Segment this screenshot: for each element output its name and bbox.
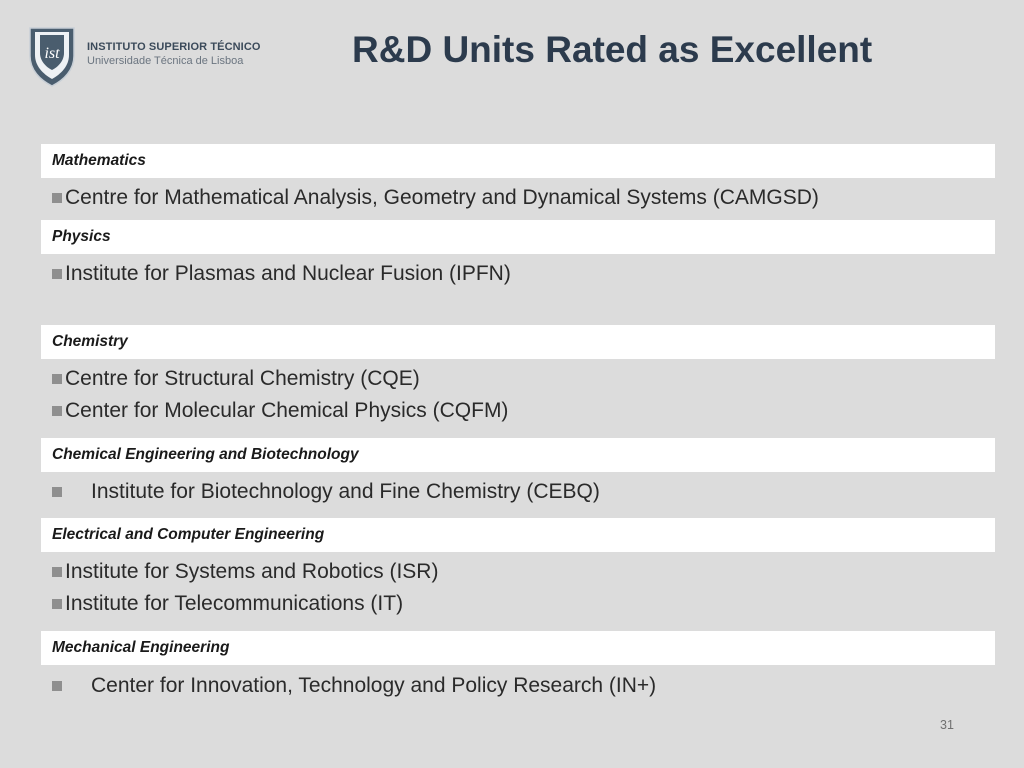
list-item-text: Centre for Mathematical Analysis, Geomet… [65,186,819,209]
section-header-physics: Physics [41,220,995,254]
institution-name: INSTITUTO SUPERIOR TÉCNICO [87,41,261,53]
square-bullet-icon [52,269,62,279]
square-bullet-icon [52,567,62,577]
square-bullet-icon [52,487,62,497]
list-item-text: Institute for Biotechnology and Fine Che… [91,480,600,503]
logo-letters: ist [44,45,60,62]
section-header-mathematics: Mathematics [41,144,995,178]
list-item: Institute for Biotechnology and Fine Che… [52,478,600,506]
square-bullet-icon [52,681,62,691]
list-item: Center for Molecular Chemical Physics (C… [52,397,508,425]
list-item-text: Institute for Plasmas and Nuclear Fusion… [65,262,511,285]
list-item: Centre for Mathematical Analysis, Geomet… [52,184,819,212]
page-number: 31 [940,718,954,732]
section-header-electrical-computer-engineering: Electrical and Computer Engineering [41,518,995,552]
slide-title: R&D Units Rated as Excellent [352,29,873,70]
institution-subtitle: Universidade Técnica de Lisboa [87,55,244,67]
list-item-text: Institute for Telecommunications (IT) [65,592,404,615]
section-header-mechanical-engineering: Mechanical Engineering [41,631,995,665]
list-item-text: Centre for Structural Chemistry (CQE) [65,367,420,390]
ist-logo: ist [29,27,75,87]
list-item: Center for Innovation, Technology and Po… [52,672,656,700]
square-bullet-icon [52,406,62,416]
square-bullet-icon [52,193,62,203]
list-item: Institute for Systems and Robotics (ISR) [52,558,438,586]
square-bullet-icon [52,374,62,384]
list-item: Institute for Telecommunications (IT) [52,590,403,618]
list-item-text: Institute for Systems and Robotics (ISR) [65,560,439,583]
list-item: Centre for Structural Chemistry (CQE) [52,365,420,393]
square-bullet-icon [52,599,62,609]
list-item-text: Center for Innovation, Technology and Po… [91,674,657,697]
section-header-chemical-engineering: Chemical Engineering and Biotechnology [41,438,995,472]
section-header-chemistry: Chemistry [41,325,995,359]
list-item-text: Center for Molecular Chemical Physics (C… [65,399,509,422]
list-item: Institute for Plasmas and Nuclear Fusion… [52,260,511,288]
